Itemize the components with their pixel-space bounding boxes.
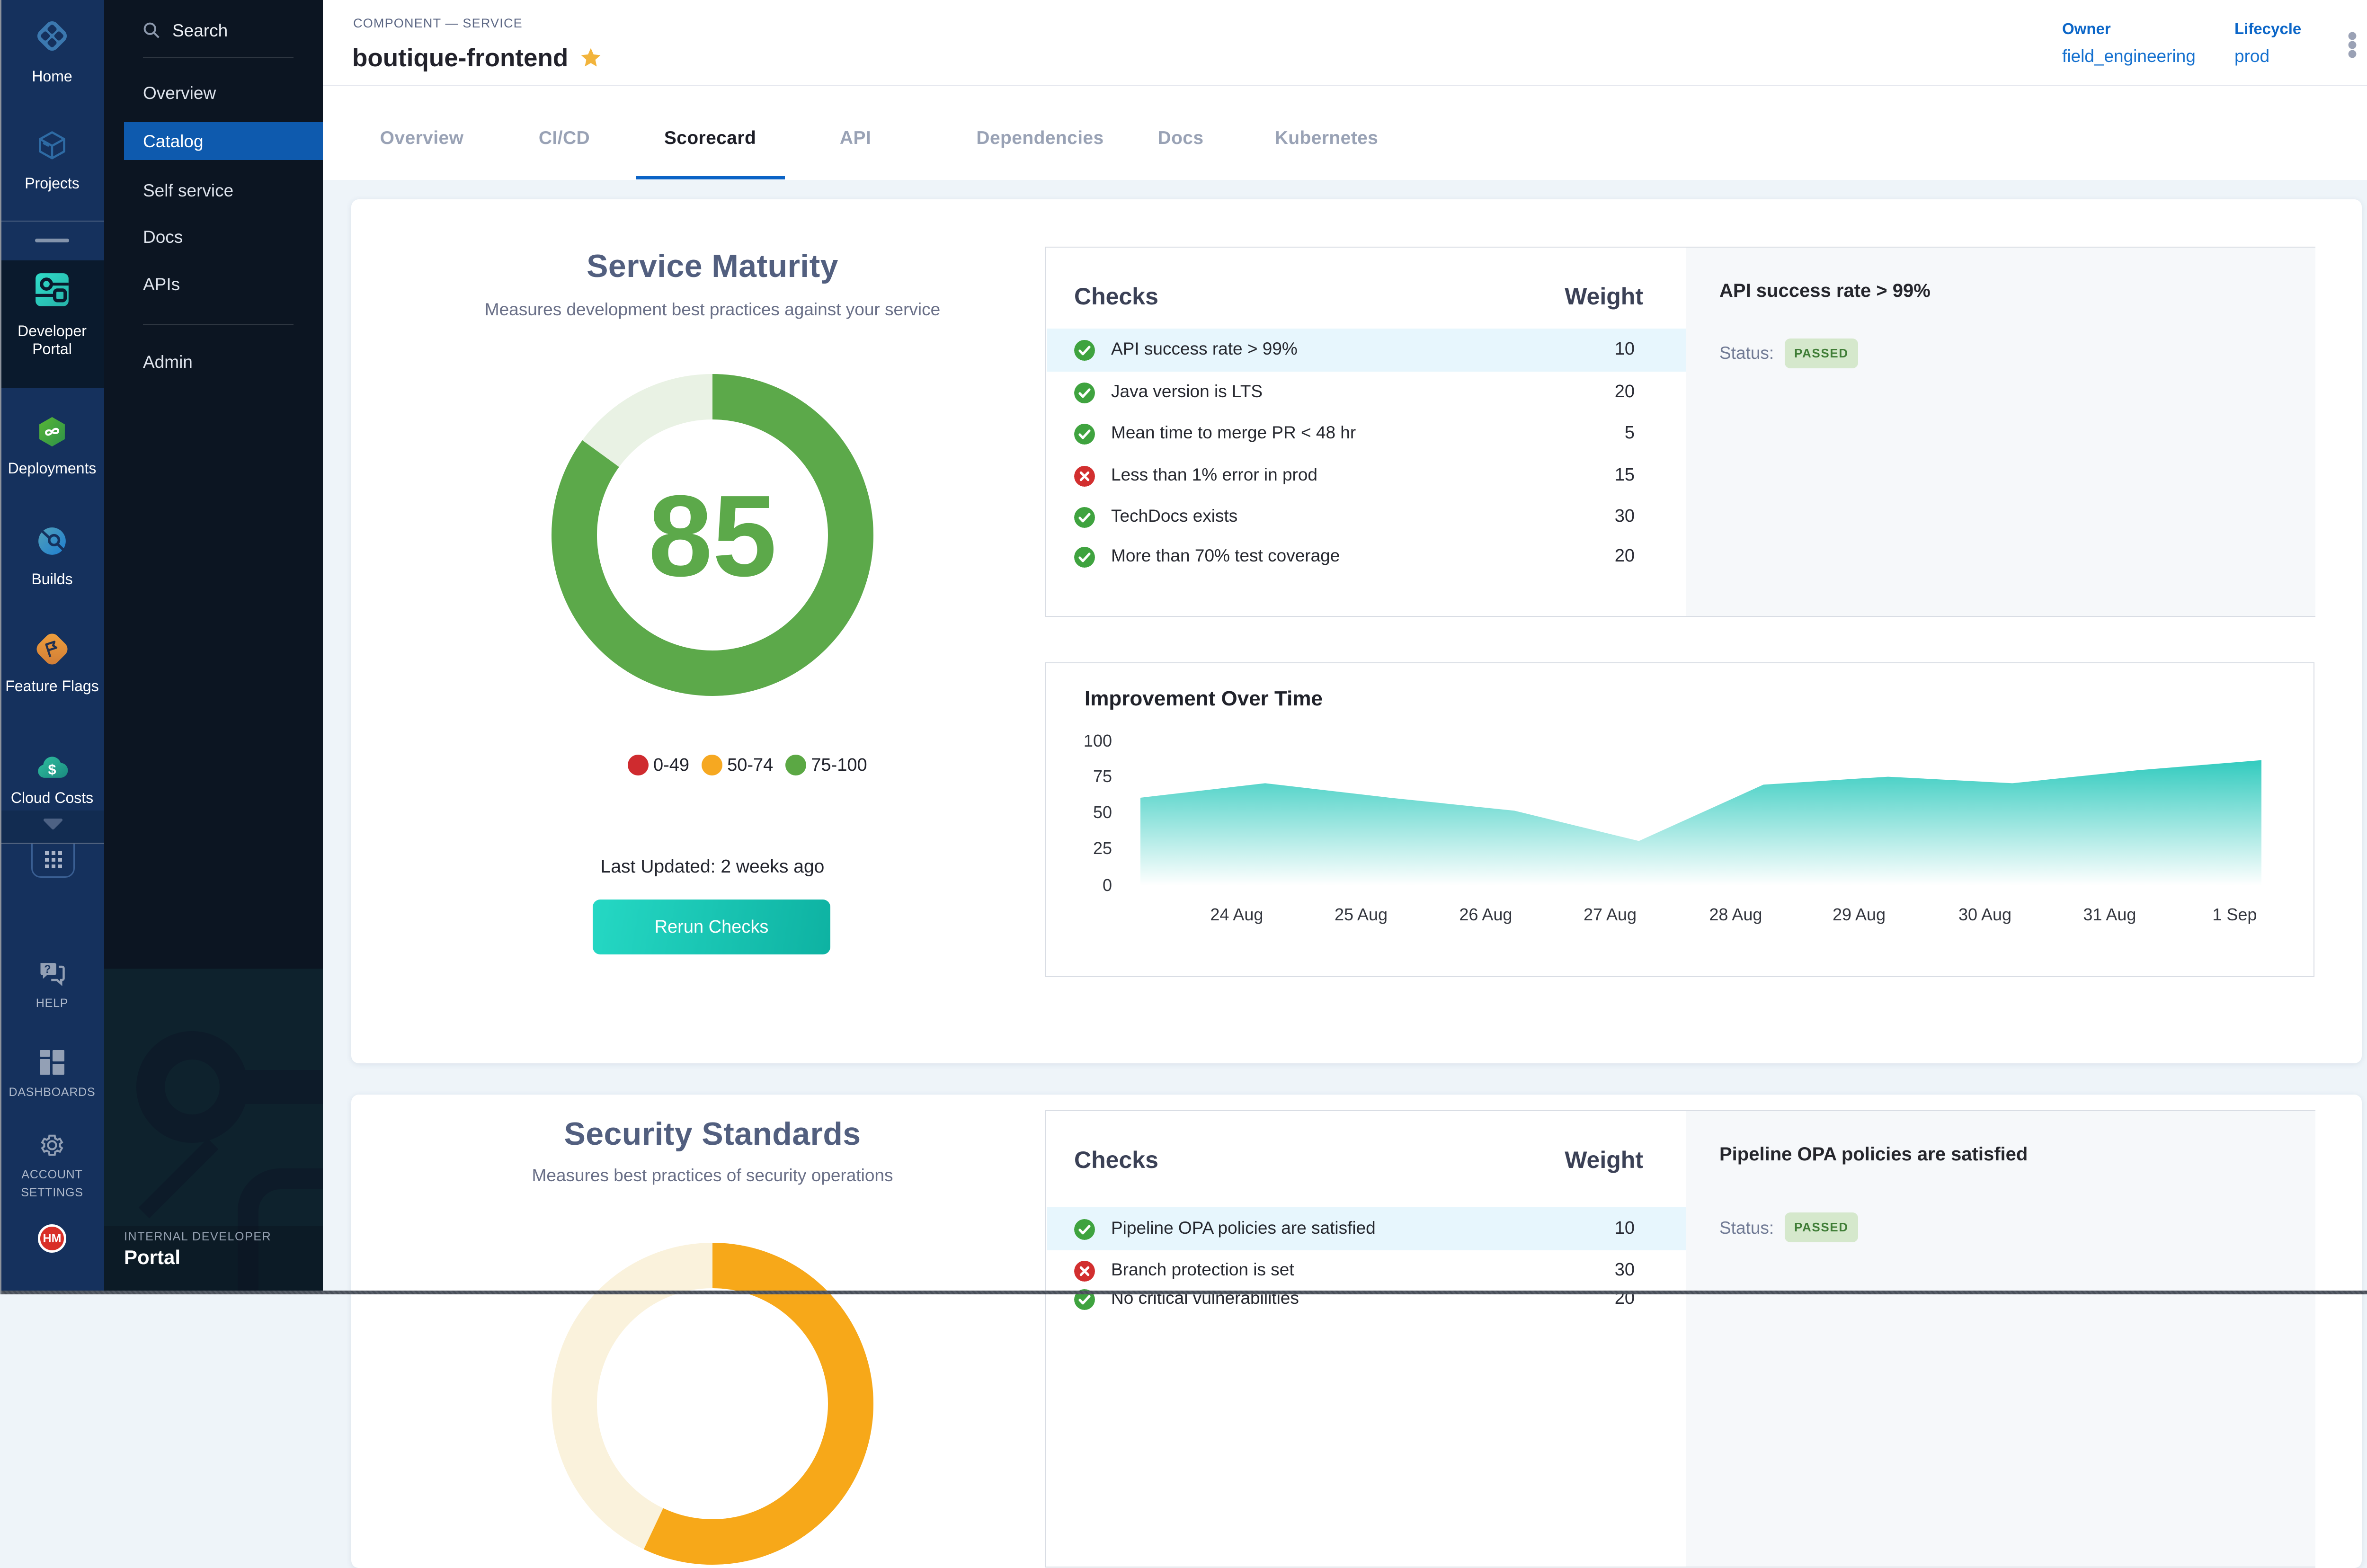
svg-text:?: ? — [44, 963, 51, 976]
svg-text:$: $ — [48, 762, 56, 778]
svg-text:85: 85 — [648, 471, 776, 600]
